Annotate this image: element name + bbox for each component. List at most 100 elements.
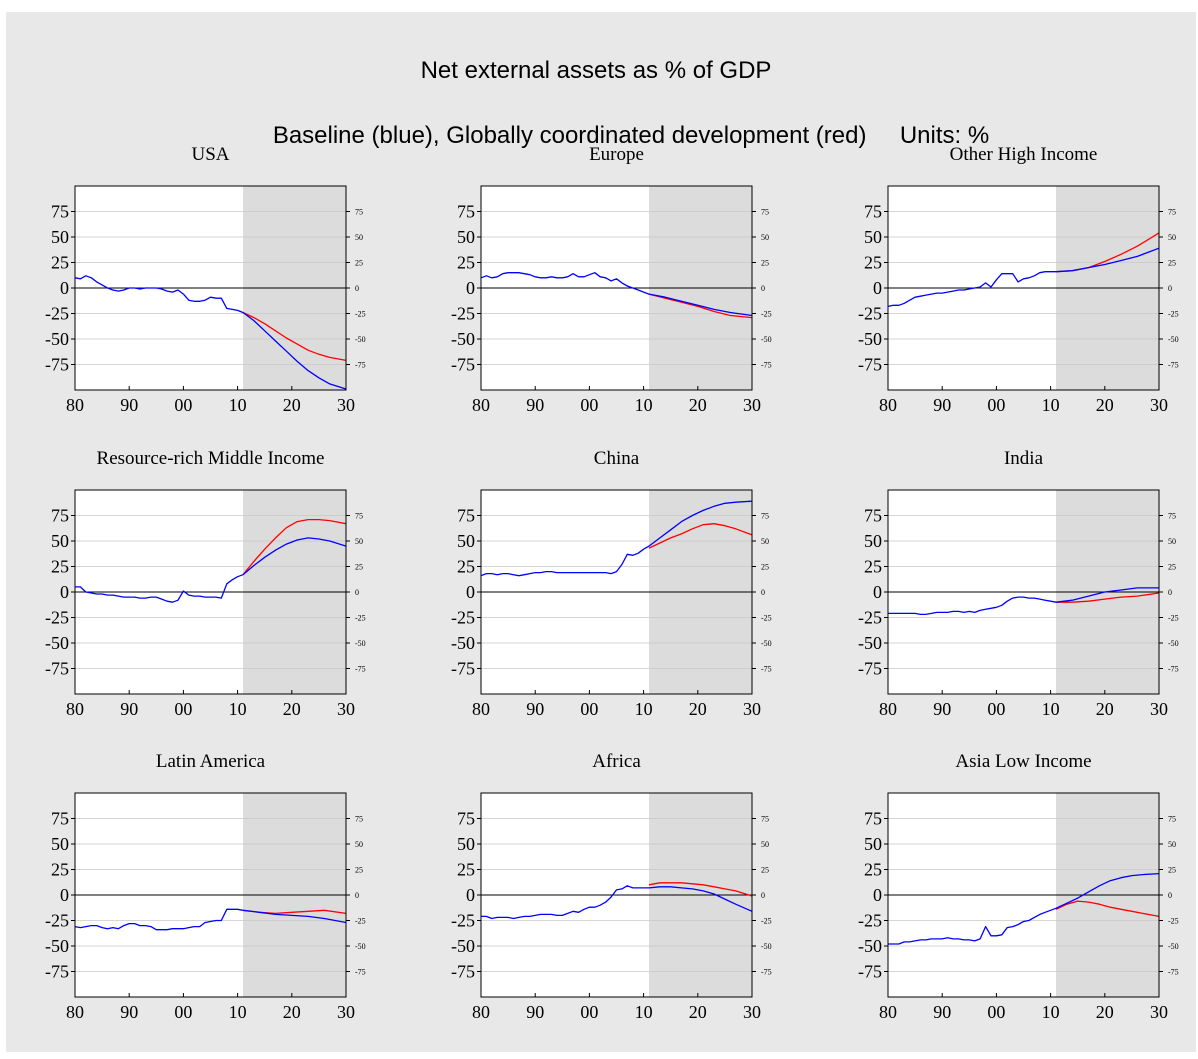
y-tick-label: 75 [51,202,69,222]
y-tick-label-right: -75 [355,361,366,370]
y-tick-label-right: 50 [355,537,363,546]
y-tick-label: 0 [873,278,882,298]
panel-title: Other High Income [950,144,1098,165]
y-tick-label: 50 [864,531,882,551]
x-tick-label: 90 [120,699,138,719]
x-tick-label: 00 [987,1002,1005,1022]
y-tick-label: 50 [864,227,882,247]
y-tick-label: 25 [864,557,882,577]
y-tick-label: 75 [457,202,475,222]
y-tick-label: -50 [451,633,475,653]
x-tick-label: 20 [283,395,301,415]
y-tick-label: 25 [864,860,882,880]
x-tick-label: 10 [635,395,653,415]
plot-frame [887,792,1160,998]
y-tick-label-right: 50 [1168,233,1176,242]
series-line-baseline [74,275,347,390]
panel-title: USA [191,144,229,165]
x-tick-label: 00 [174,1002,192,1022]
x-tick-label: 80 [66,699,84,719]
x-tick-label: 90 [526,1002,544,1022]
x-tick-label: 20 [1096,1002,1114,1022]
y-tick-label-right: 25 [355,259,363,268]
panel-resource-rich-middle-income: Resource-rich Middle Income 75 75 50 50 25 25 0… [45,448,366,719]
y-tick-label: 50 [51,834,69,854]
x-tick-label: 20 [1096,699,1114,719]
y-tick-label-right: -25 [1168,614,1179,623]
x-tick-label: 10 [1042,699,1060,719]
x-tick-label: 00 [580,1002,598,1022]
y-tick-label-right: 75 [1168,512,1176,521]
y-tick-label-right: 0 [355,891,359,900]
y-tick-label-right: -25 [1168,917,1179,926]
x-tick-label: 00 [987,395,1005,415]
panel-title: Latin America [156,751,266,772]
y-tick-label-right: 0 [1168,588,1172,597]
y-tick-label-right: -75 [1168,665,1179,674]
y-tick-label: 0 [466,885,475,905]
y-tick-label-right: 25 [1168,563,1176,572]
y-tick-label: 50 [457,834,475,854]
x-tick-label: 30 [337,1002,355,1022]
y-tick-label: -25 [858,911,882,931]
y-tick-label-right: 25 [761,563,769,572]
plot-frame [74,489,347,695]
x-tick-label: 00 [580,395,598,415]
y-tick-label: 25 [457,860,475,880]
x-tick-label: 00 [580,699,598,719]
series-line-scenario [242,518,347,576]
series-line-baseline [74,908,347,931]
y-tick-label: -25 [451,911,475,931]
y-tick-label: 75 [864,809,882,829]
y-tick-label-right: 50 [761,537,769,546]
y-tick-label: -50 [451,329,475,349]
series-line-scenario [648,882,753,897]
x-tick-label: 80 [879,1002,897,1022]
y-tick-label: 75 [864,506,882,526]
y-tick-label-right: 75 [355,512,363,521]
x-tick-label: 90 [526,699,544,719]
y-tick-label-right: 75 [355,208,363,217]
y-tick-label-right: 25 [761,866,769,875]
panel-title: India [1004,448,1044,469]
y-tick-label-right: -75 [355,968,366,977]
y-tick-label-right: -25 [761,614,772,623]
series-line-baseline [887,247,1160,308]
y-tick-label: 25 [864,253,882,273]
figure-title: Net external assets as % of GDP [420,57,772,84]
y-tick-label: -50 [45,633,69,653]
y-tick-label-right: 25 [1168,866,1176,875]
y-tick-label: 25 [51,253,69,273]
y-tick-label-right: 0 [761,891,765,900]
y-tick-label: 0 [60,885,69,905]
x-tick-label: 30 [337,395,355,415]
y-tick-label: 75 [51,809,69,829]
y-tick-label: 50 [864,834,882,854]
x-tick-label: 80 [472,699,490,719]
x-tick-label: 30 [1150,395,1168,415]
y-tick-label-right: -25 [355,310,366,319]
y-tick-label: -75 [45,659,69,679]
figure-subtitle: Baseline (blue), Globally coordinated de… [272,122,990,149]
y-tick-label: 75 [457,809,475,829]
series-line-scenario [242,311,347,362]
y-tick-label: -25 [45,304,69,324]
x-tick-label: 90 [933,699,951,719]
x-tick-label: 90 [933,1002,951,1022]
y-tick-label-right: 25 [355,866,363,875]
x-tick-label: 80 [472,395,490,415]
y-tick-label: -25 [858,608,882,628]
x-tick-label: 20 [283,699,301,719]
y-tick-label: -25 [858,304,882,324]
y-tick-label: -25 [45,911,69,931]
x-tick-label: 00 [174,699,192,719]
y-tick-label-right: -50 [355,335,366,344]
series-line-scenario [1056,592,1160,603]
series-line-baseline [481,885,753,920]
y-tick-label: 50 [51,227,69,247]
y-tick-label: -50 [858,936,882,956]
y-tick-label: -75 [451,962,475,982]
